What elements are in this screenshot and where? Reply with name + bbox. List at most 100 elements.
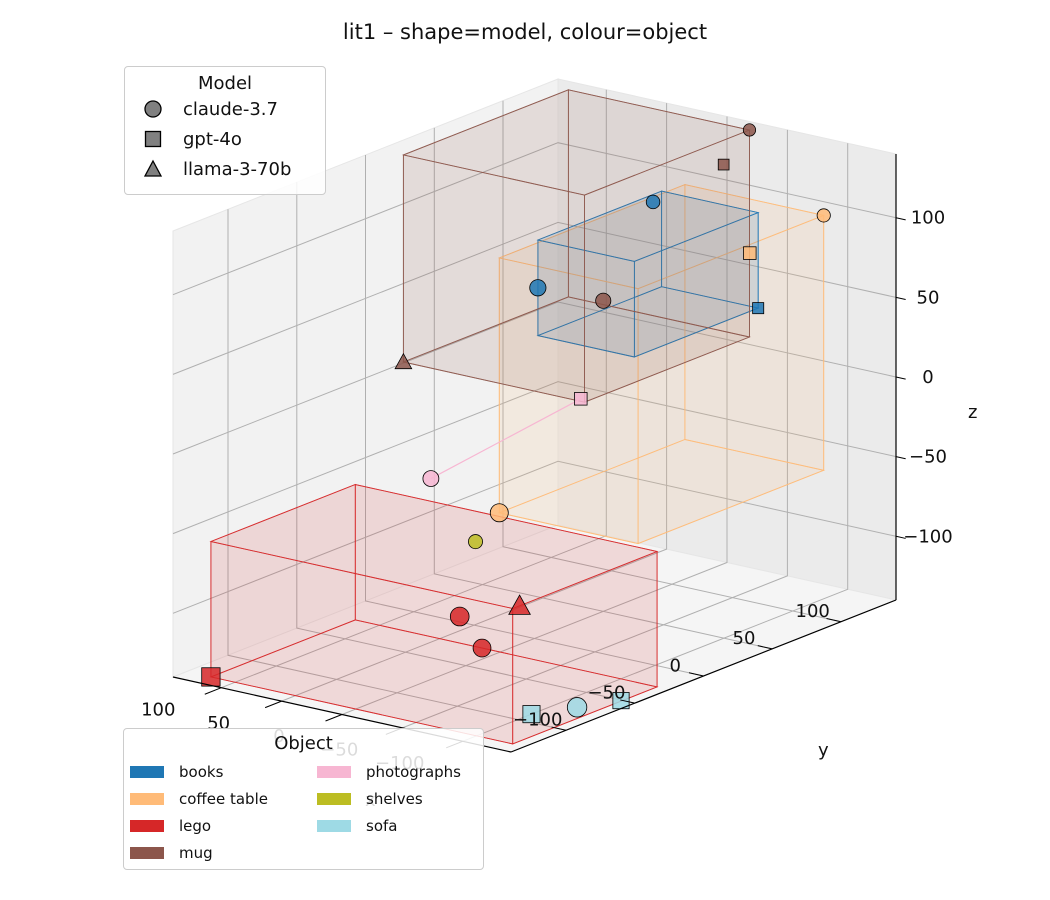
legend-label: llama-3-70b xyxy=(183,158,292,180)
connector-photographs xyxy=(430,398,582,480)
color-swatch-icon xyxy=(130,765,164,778)
data-point-coffee-table xyxy=(816,208,831,223)
legend-label: lego xyxy=(179,816,212,835)
legend-entry-lego: lego xyxy=(124,812,311,839)
color-swatch-icon xyxy=(130,846,164,859)
data-point-photographs xyxy=(574,392,588,406)
y-grid-line xyxy=(433,127,773,650)
data-point-lego xyxy=(472,638,492,658)
legend-label: mug xyxy=(179,843,213,862)
z-tick-label: 100 xyxy=(911,208,945,229)
data-point-books xyxy=(529,279,547,297)
legend-label: books xyxy=(179,762,224,781)
x-tick xyxy=(264,700,282,709)
data-point-sofa xyxy=(566,697,588,718)
hull-face-books xyxy=(633,211,759,358)
color-swatch-icon xyxy=(130,792,164,805)
y-tick xyxy=(826,618,842,623)
bounding-boxes xyxy=(209,89,826,745)
y-tick-label: 50 xyxy=(733,628,756,649)
z-tick-label: −100 xyxy=(903,526,952,547)
y-axis-label: y xyxy=(818,740,829,761)
grid-lines xyxy=(172,89,897,742)
x-grid-line xyxy=(221,89,607,689)
data-point-photographs xyxy=(422,470,440,487)
data-point-coffee-table xyxy=(743,246,757,260)
legend-entry-mug: mug xyxy=(124,839,311,866)
y-tick-label: 100 xyxy=(796,601,830,622)
hull-face-lego xyxy=(210,483,356,678)
model-legend-title: Model xyxy=(197,73,253,94)
legend-label: claude-3.7 xyxy=(183,98,278,120)
y-grid-line xyxy=(296,182,635,704)
z-grid-line xyxy=(172,142,897,296)
legend-entry-sofa: sofa xyxy=(311,812,481,839)
legend-entry-coffee-table: coffee table xyxy=(124,785,311,812)
data-point-mug xyxy=(394,352,413,370)
triangle-marker-icon xyxy=(143,159,163,177)
legend-entry-photographs: photographs xyxy=(311,758,481,785)
z-axis-label: z xyxy=(968,402,977,423)
color-swatch-icon xyxy=(130,819,164,832)
y-tick xyxy=(688,672,704,677)
data-point-lego xyxy=(201,667,221,687)
z-tick xyxy=(895,456,906,460)
z-grid-line xyxy=(172,301,897,455)
z-tick-label: 50 xyxy=(917,287,940,308)
data-point-coffee-table xyxy=(489,503,509,523)
hull-face-coffee-table xyxy=(498,183,686,514)
z-tick-label: 0 xyxy=(922,367,933,388)
z-tick xyxy=(895,376,906,380)
legend-label: gpt-4o xyxy=(183,128,242,150)
z-grid-line xyxy=(172,460,897,614)
x-tick-label: 100 xyxy=(141,699,175,720)
x-tick xyxy=(204,687,222,695)
data-point-mug xyxy=(595,292,612,309)
x-grid-line xyxy=(341,116,728,715)
legend-entry-gpt: gpt-4o xyxy=(125,124,325,154)
y-tick-label: 0 xyxy=(669,655,680,676)
data-point-books xyxy=(645,194,661,210)
data-point-mug xyxy=(717,158,730,171)
z-tick xyxy=(895,217,906,221)
z-grid-line xyxy=(172,221,897,375)
data-point-books xyxy=(752,302,765,315)
data-point-sofa xyxy=(522,705,541,724)
color-swatch-icon xyxy=(317,819,351,832)
y-tick-label: −100 xyxy=(513,710,562,731)
connector-lines xyxy=(430,398,582,480)
legend-label: sofa xyxy=(366,816,398,835)
x-grid-line xyxy=(402,129,788,729)
data-points xyxy=(201,123,831,724)
y-grid-line xyxy=(227,209,567,731)
legend-label: photographs xyxy=(366,762,461,781)
x-grid-line xyxy=(281,103,668,702)
x-tick xyxy=(325,714,343,722)
z-grid-line xyxy=(172,381,897,535)
y-grid-line xyxy=(365,155,704,677)
y-tick xyxy=(551,726,567,731)
legend-entry-books: books xyxy=(124,758,311,785)
legend-label: coffee table xyxy=(179,789,268,808)
y-tick xyxy=(757,645,773,650)
circle-marker-icon xyxy=(144,100,162,118)
legend-label: shelves xyxy=(366,789,423,808)
z-tick-label: −50 xyxy=(909,447,947,468)
data-point-lego xyxy=(449,606,470,627)
hull-face-books xyxy=(537,190,663,337)
hull-face-mug xyxy=(402,89,569,363)
data-point-lego xyxy=(508,594,531,615)
z-tick xyxy=(895,535,906,539)
legend-entry-shelves: shelves xyxy=(311,785,481,812)
legend-entry-claude: claude-3.7 xyxy=(125,94,325,124)
y-tick-label: −50 xyxy=(587,682,625,703)
color-swatch-icon xyxy=(317,765,351,778)
z-tick xyxy=(895,296,906,300)
y-grid-line xyxy=(502,100,842,623)
object-legend: Object books coffee table lego mug xyxy=(123,728,484,870)
y-tick xyxy=(620,699,635,704)
data-point-mug xyxy=(742,123,757,137)
square-marker-icon xyxy=(144,130,162,148)
color-swatch-icon xyxy=(317,792,351,805)
